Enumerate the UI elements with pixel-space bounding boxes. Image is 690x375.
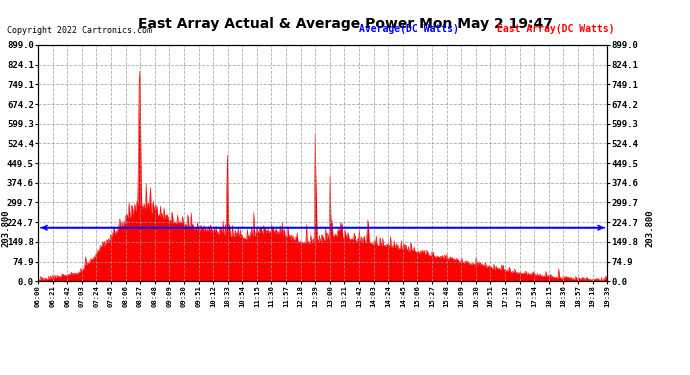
Text: East Array(DC Watts): East Array(DC Watts) xyxy=(497,24,614,34)
Text: East Array Actual & Average Power Mon May 2 19:47: East Array Actual & Average Power Mon Ma… xyxy=(137,17,553,31)
Text: Average(DC Watts): Average(DC Watts) xyxy=(359,24,459,34)
Text: Copyright 2022 Cartronics.com: Copyright 2022 Cartronics.com xyxy=(7,26,152,35)
Text: 203.800: 203.800 xyxy=(645,209,654,246)
Text: 203.800: 203.800 xyxy=(1,209,10,246)
